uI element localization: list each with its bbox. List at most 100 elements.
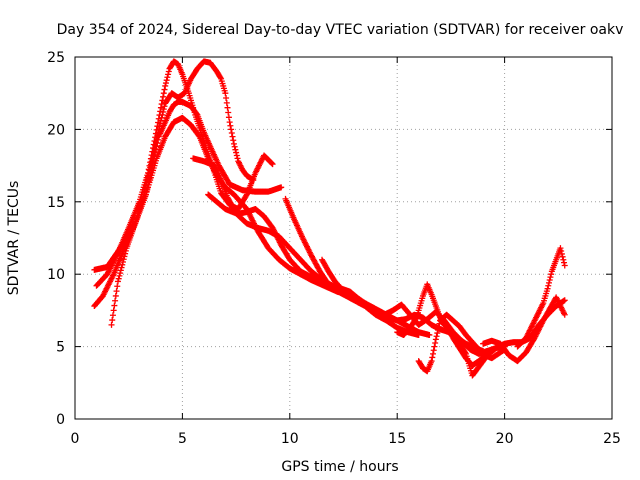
data-point xyxy=(160,109,167,116)
data-point xyxy=(223,99,230,106)
data-point xyxy=(160,106,167,113)
x-axis-label: GPS time / hours xyxy=(281,459,398,475)
data-point xyxy=(558,248,565,255)
data-point xyxy=(158,114,165,121)
data-point xyxy=(111,302,118,309)
data-point xyxy=(561,311,568,318)
data-point xyxy=(432,336,439,343)
data-point xyxy=(154,132,161,139)
data-point xyxy=(429,354,436,361)
data-point xyxy=(243,192,250,199)
data-point xyxy=(462,349,469,356)
data-layer xyxy=(91,58,568,379)
data-point xyxy=(112,297,119,304)
data-point xyxy=(113,288,120,295)
data-point xyxy=(217,74,224,81)
data-point xyxy=(227,122,234,129)
data-point xyxy=(431,343,438,350)
data-point xyxy=(225,114,232,121)
data-point xyxy=(545,279,552,286)
data-point xyxy=(164,74,171,81)
data-point xyxy=(165,68,172,75)
data-point xyxy=(560,256,567,263)
data-point xyxy=(269,161,276,168)
data-point xyxy=(160,93,167,100)
data-point xyxy=(110,307,117,314)
data-point xyxy=(268,160,275,167)
data-point xyxy=(546,276,553,283)
y-tick-label: 5 xyxy=(56,340,65,356)
data-point xyxy=(121,253,128,260)
data-point xyxy=(117,267,124,274)
data-point xyxy=(234,155,241,162)
data-point xyxy=(233,152,240,159)
data-point xyxy=(561,262,568,269)
data-point xyxy=(226,119,233,126)
data-point xyxy=(559,253,566,260)
data-point xyxy=(230,140,237,147)
data-point xyxy=(162,82,169,89)
data-point xyxy=(155,129,162,136)
data-point xyxy=(434,330,441,337)
data-point xyxy=(224,104,231,111)
data-point xyxy=(432,339,439,346)
data-point xyxy=(545,282,552,289)
data-point xyxy=(157,120,164,127)
data-point xyxy=(558,250,565,257)
x-tick-label: 15 xyxy=(388,431,406,447)
y-tick-label: 0 xyxy=(56,412,65,428)
data-point xyxy=(161,103,168,110)
data-point xyxy=(233,149,240,156)
data-point xyxy=(561,297,568,304)
data-point xyxy=(119,259,126,266)
data-point xyxy=(152,139,159,146)
data-point xyxy=(122,250,129,257)
data-point xyxy=(435,323,442,330)
x-tick-label: 5 xyxy=(178,431,187,447)
data-point xyxy=(150,148,157,155)
data-point xyxy=(115,275,122,282)
data-point xyxy=(435,326,442,333)
satellite-track-1 xyxy=(91,98,285,310)
data-point xyxy=(163,77,170,84)
data-point xyxy=(548,271,555,278)
data-point xyxy=(223,95,230,102)
data-point xyxy=(160,90,167,97)
data-point xyxy=(231,143,238,150)
data-point xyxy=(112,292,119,299)
data-point xyxy=(159,111,166,118)
data-point xyxy=(114,283,121,290)
data-point xyxy=(162,80,169,87)
data-point xyxy=(122,247,129,254)
x-tick-label: 10 xyxy=(281,431,299,447)
data-point xyxy=(145,173,152,180)
data-point xyxy=(229,133,236,140)
data-point xyxy=(117,270,124,277)
data-point xyxy=(250,177,257,184)
chart-title: Day 354 of 2024, Sidereal Day-to-day VTE… xyxy=(57,22,624,38)
data-point xyxy=(153,136,160,143)
data-point xyxy=(114,278,121,285)
data-point xyxy=(228,126,235,133)
data-point xyxy=(228,130,235,137)
y-tick-label: 20 xyxy=(47,122,65,138)
data-point xyxy=(155,126,162,133)
data-point xyxy=(557,245,564,252)
data-point xyxy=(222,90,229,97)
data-point xyxy=(156,123,163,130)
data-point xyxy=(118,264,125,271)
data-point xyxy=(225,109,232,116)
data-point xyxy=(157,117,164,124)
data-point xyxy=(430,347,437,354)
data-point xyxy=(119,261,126,268)
plot-frame xyxy=(74,56,613,420)
data-point xyxy=(426,332,433,339)
data-point xyxy=(152,142,159,149)
axes-layer: 0 5 10 15 20 25 0 5 10 15 20 25 xyxy=(47,50,621,447)
data-point xyxy=(151,145,158,152)
data-point xyxy=(165,71,172,78)
data-point xyxy=(547,274,554,281)
data-point xyxy=(433,333,440,340)
data-point xyxy=(131,221,138,228)
